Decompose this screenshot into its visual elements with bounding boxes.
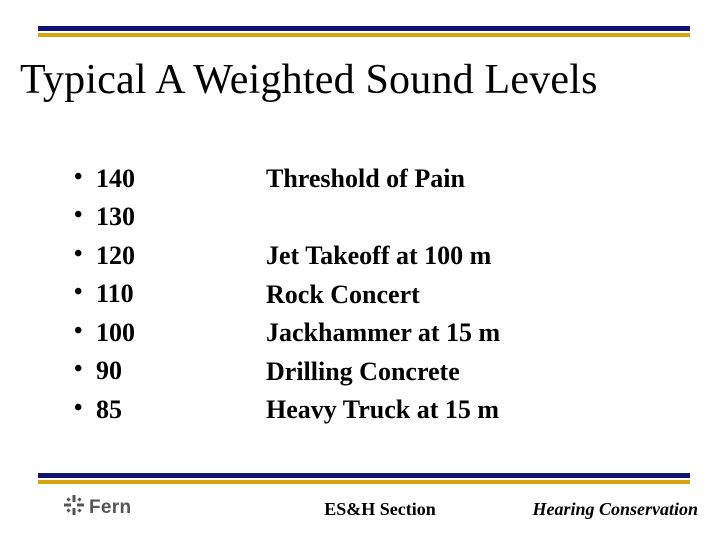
level-item: 85: [96, 391, 236, 429]
level-item: 140: [96, 160, 236, 198]
rule-gold: [38, 480, 690, 484]
description-list: Threshold of Pain Jet Takeoff at 100 m R…: [266, 160, 500, 430]
level-list: 140 130 120 110 100 90 85: [96, 160, 236, 430]
level-item: 130: [96, 198, 236, 236]
level-item: 90: [96, 352, 236, 390]
footer: Fern ES&H Section Hearing Conservation: [0, 494, 720, 526]
footer-right: Hearing Conservation: [532, 499, 698, 520]
description-item: Jackhammer at 15 m: [266, 314, 500, 353]
slide-title: Typical A Weighted Sound Levels: [20, 56, 598, 104]
description-item: Heavy Truck at 15 m: [266, 391, 500, 430]
rule-navy: [38, 473, 690, 478]
description-item: Threshold of Pain: [266, 160, 500, 199]
description-item: Drilling Concrete: [266, 353, 500, 392]
level-item: 120: [96, 237, 236, 275]
level-item: 100: [96, 314, 236, 352]
description-item: Jet Takeoff at 100 m: [266, 237, 500, 276]
content-area: 140 130 120 110 100 90 85 Threshold of P…: [96, 160, 500, 430]
description-item: Rock Concert: [266, 276, 500, 315]
bottom-rule: [38, 473, 690, 484]
description-item: [266, 199, 500, 238]
rule-gold: [38, 33, 690, 37]
top-rule: [38, 26, 690, 37]
level-item: 110: [96, 275, 236, 313]
rule-navy: [38, 26, 690, 31]
